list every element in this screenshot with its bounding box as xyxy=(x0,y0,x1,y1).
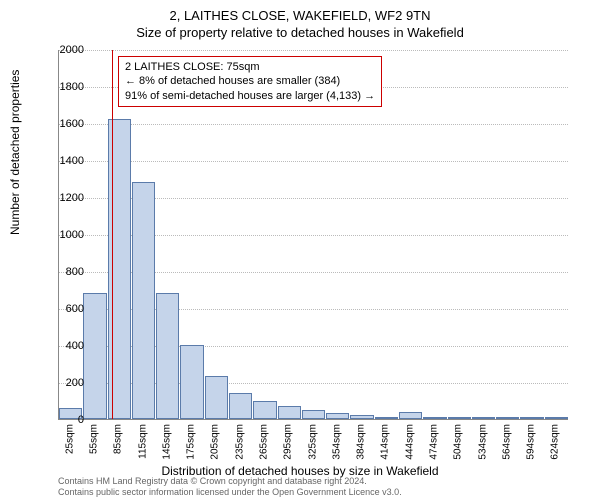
histogram-bar xyxy=(545,417,568,419)
y-tick-label: 1600 xyxy=(44,118,84,130)
histogram-bar xyxy=(520,417,543,419)
y-tick-label: 1400 xyxy=(44,155,84,167)
x-tick-label: 55sqm xyxy=(88,424,99,454)
y-tick-label: 200 xyxy=(44,377,84,389)
histogram-bar xyxy=(302,410,325,419)
x-tick-label: 474sqm xyxy=(428,424,439,460)
annotation-box: 2 LAITHES CLOSE: 75sqm ← 8% of detached … xyxy=(118,56,382,107)
histogram-bar xyxy=(423,417,446,419)
x-tick-label: 295sqm xyxy=(283,424,294,460)
histogram-bar xyxy=(205,376,228,419)
gridline xyxy=(59,124,568,125)
histogram-bar xyxy=(278,406,301,419)
y-tick-label: 2000 xyxy=(44,44,84,56)
page-subtitle: Size of property relative to detached ho… xyxy=(0,23,600,40)
histogram-bar xyxy=(180,345,203,419)
page-title: 2, LAITHES CLOSE, WAKEFIELD, WF2 9TN xyxy=(0,0,600,23)
histogram-bar xyxy=(448,417,471,419)
histogram-bar xyxy=(132,182,155,419)
x-tick-label: 325sqm xyxy=(307,424,318,460)
histogram-bar xyxy=(496,417,519,419)
x-tick-label: 25sqm xyxy=(64,424,75,454)
annotation-line-2: ← 8% of detached houses are smaller (384… xyxy=(125,74,375,88)
histogram-bar xyxy=(350,415,373,419)
x-tick-label: 624sqm xyxy=(550,424,561,460)
footer-line-2: Contains public sector information licen… xyxy=(58,487,402,498)
y-tick-label: 800 xyxy=(44,266,84,278)
gridline xyxy=(59,50,568,51)
histogram-chart: 2 LAITHES CLOSE: 75sqm ← 8% of detached … xyxy=(58,50,568,420)
histogram-bar xyxy=(326,413,349,419)
marker-line xyxy=(112,50,113,419)
x-tick-label: 384sqm xyxy=(356,424,367,460)
histogram-bar xyxy=(399,412,422,419)
x-tick-label: 175sqm xyxy=(186,424,197,460)
x-tick-label: 115sqm xyxy=(137,424,148,459)
y-tick-label: 1200 xyxy=(44,192,84,204)
x-tick-label: 534sqm xyxy=(477,424,488,460)
x-tick-label: 145sqm xyxy=(161,424,172,460)
footer-line-1: Contains HM Land Registry data © Crown c… xyxy=(58,476,402,487)
histogram-bar xyxy=(229,393,252,419)
y-tick-label: 400 xyxy=(44,340,84,352)
x-tick-label: 444sqm xyxy=(404,424,415,460)
footer-attribution: Contains HM Land Registry data © Crown c… xyxy=(58,476,402,498)
y-tick-label: 1000 xyxy=(44,229,84,241)
histogram-bar xyxy=(83,293,106,419)
histogram-bar xyxy=(253,401,276,419)
annotation-line-3: 91% of semi-detached houses are larger (… xyxy=(125,89,375,103)
y-tick-label: 1800 xyxy=(44,81,84,93)
x-tick-label: 594sqm xyxy=(526,424,537,460)
x-tick-label: 354sqm xyxy=(331,424,342,460)
x-tick-label: 564sqm xyxy=(501,424,512,460)
x-tick-label: 265sqm xyxy=(258,424,269,460)
x-tick-label: 235sqm xyxy=(234,424,245,460)
y-axis-label: Number of detached properties xyxy=(8,70,22,235)
histogram-bar xyxy=(472,417,495,419)
gridline xyxy=(59,161,568,162)
x-tick-label: 205sqm xyxy=(210,424,221,460)
x-tick-label: 504sqm xyxy=(453,424,464,460)
histogram-bar xyxy=(156,293,179,419)
x-tick-label: 85sqm xyxy=(113,424,124,454)
x-tick-label: 414sqm xyxy=(380,424,391,460)
histogram-bar xyxy=(375,417,398,419)
annotation-line-1: 2 LAITHES CLOSE: 75sqm xyxy=(125,60,375,74)
y-tick-label: 600 xyxy=(44,303,84,315)
